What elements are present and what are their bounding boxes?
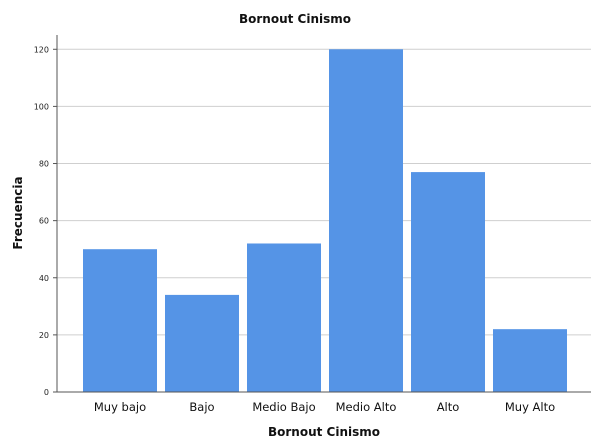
- bar-alto: [411, 172, 485, 392]
- chart-title: Bornout Cinismo: [239, 12, 351, 26]
- x-tick-label: Bajo: [189, 400, 214, 414]
- y-tick-label: 20: [39, 331, 49, 340]
- x-axis-title: Bornout Cinismo: [268, 425, 380, 438]
- y-tick-label: 80: [39, 160, 49, 169]
- y-tick-label: 0: [44, 388, 49, 397]
- bar-muy-alto: [493, 329, 567, 392]
- x-tick-label: Alto: [437, 400, 460, 414]
- y-tick-label: 100: [34, 102, 49, 111]
- x-tick-label: Muy bajo: [94, 400, 146, 414]
- bar-muy-bajo: [83, 249, 157, 392]
- y-tick-label: 120: [34, 45, 49, 54]
- bars: [83, 49, 567, 392]
- y-tick-label: 60: [39, 217, 49, 226]
- x-axis-ticks: Muy bajo Bajo Medio Bajo Medio Alto Alto Muy …: [94, 400, 555, 414]
- y-axis-ticks: 0 20 40 60 80 100 120: [34, 45, 57, 397]
- x-tick-label: Muy Alto: [505, 400, 555, 414]
- bar-medio-bajo: [247, 243, 321, 392]
- bar-medio-alto: [329, 49, 403, 392]
- y-tick-label: 40: [39, 274, 49, 283]
- x-tick-label: Medio Bajo: [252, 400, 315, 414]
- x-tick-label: Medio Alto: [336, 400, 397, 414]
- bar-bajo: [165, 294, 239, 392]
- y-axis-title: Frecuencia: [11, 176, 25, 249]
